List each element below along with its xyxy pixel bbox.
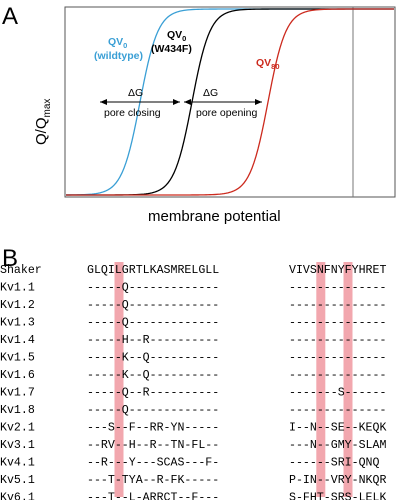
label-w434f: QV0: [167, 29, 186, 43]
highlight-column-2: [316, 262, 326, 497]
alignment-row-segment-1: -----H--R----------: [87, 334, 219, 347]
alignment-row-segment-1: ---S--F--RR-YN-----: [87, 422, 219, 435]
alignment-row-segment-2: --------------: [289, 404, 386, 417]
alignment-row-name: Kv1.8: [0, 404, 35, 417]
alignment-row-name: Kv1.2: [0, 299, 35, 312]
alignment-row-segment-2: --------------: [289, 282, 386, 295]
alignment-row-segment-2: S-FHT-SRS-LELK: [289, 492, 386, 500]
alignment-row-segment-2: ------SRI-QNQ: [289, 457, 379, 470]
y-axis-label-sub: max: [42, 99, 53, 118]
alignment-row-segment-2: I--N--SE--KEQK: [289, 422, 386, 435]
alignment-row-segment-2: --------------: [289, 299, 386, 312]
alignment-row-segment-1: -----Q-------------: [87, 282, 219, 295]
alignment-row-segment-2: --------------: [289, 317, 386, 330]
delta-g-right-text: pore opening: [196, 107, 257, 119]
alignment-row-segment-2: -------S------: [289, 387, 386, 400]
panel-b-letter: B: [2, 245, 18, 272]
alignment-row-name: Kv2.1: [0, 422, 35, 435]
y-axis-label-main: Q/Q: [33, 117, 50, 145]
alignment-row-name: Kv1.6: [0, 369, 35, 382]
alignment-row-name: Shaker: [0, 264, 42, 277]
alignment-row-name: Kv1.1: [0, 282, 35, 295]
delta-g-left-arrow: [100, 99, 180, 105]
alignment-row-segment-2: ---N--GMY-SLAM: [289, 439, 386, 452]
alignment-row-segment-1: -----Q--R----------: [87, 387, 219, 400]
alignment-row-segment-1: --R---Y---SCAS---F-: [87, 457, 219, 470]
alignment-row-name: Kv5.1: [0, 474, 35, 487]
alignment-row-segment-1: -----Q-------------: [87, 299, 219, 312]
plot-frame: [64, 6, 396, 198]
label-wildtype-note: (wildtype): [94, 50, 143, 62]
alignment-row-name: Kv4.1: [0, 457, 35, 470]
alignment-row-segment-1: -----K--Q----------: [87, 369, 219, 382]
alignment-row-segment-1: -----K--Q----------: [87, 352, 219, 365]
alignment-row-name: Kv6.1: [0, 492, 35, 500]
delta-g-right-symbol: ΔG: [203, 87, 218, 99]
alignment-row-name: Kv1.7: [0, 387, 35, 400]
alignment-row-name: Kv1.3: [0, 317, 35, 330]
label-wildtype: QV0: [108, 36, 127, 50]
alignment-row-segment-2: VIVSNFNYFYHRET: [289, 264, 386, 277]
curve-qv80: [66, 8, 394, 196]
alignment-row-name: Kv1.5: [0, 352, 35, 365]
delta-g-left-text: pore closing: [104, 107, 161, 119]
x-axis-label: membrane potential: [148, 208, 281, 225]
alignment-row-segment-1: ---T--L-ARRCT--F---: [87, 492, 219, 500]
alignment-row-segment-1: GLQILGRTLKASMRELGLL: [87, 264, 219, 277]
highlight-column-1: [114, 262, 124, 497]
alignment-row-segment-1: -----Q-------------: [87, 317, 219, 330]
delta-g-right-arrow: [184, 99, 262, 105]
alignment-row-segment-2: --------------: [289, 369, 386, 382]
label-w434f-note: (W434F): [151, 43, 192, 55]
alignment-row-segment-1: -----Q-------------: [87, 404, 219, 417]
alignment-row-segment-2: --------------: [289, 352, 386, 365]
alignment-row-name: Kv3.1: [0, 439, 35, 452]
label-qv80: QV80: [256, 57, 280, 71]
panel-a-letter: A: [2, 3, 18, 30]
alignment-row-name: Kv1.4: [0, 334, 35, 347]
alignment-row-segment-2: --------------: [289, 334, 386, 347]
alignment-row-segment-1: ---T-TYA--R-FK-----: [87, 474, 219, 487]
delta-g-left-symbol: ΔG: [128, 87, 143, 99]
y-axis-label: Q/Qmax: [33, 99, 53, 145]
highlight-column-3: [343, 262, 353, 497]
sequence-alignment: Shaker GLQILGRTLKASMRELGLL VIVSNFNYFYHRET K…: [0, 264, 386, 500]
alignment-row-segment-2: P-IN--VRY-NKQR: [289, 474, 386, 487]
alignment-row-segment-1: --RV--H--R--TN-FL--: [87, 439, 219, 452]
